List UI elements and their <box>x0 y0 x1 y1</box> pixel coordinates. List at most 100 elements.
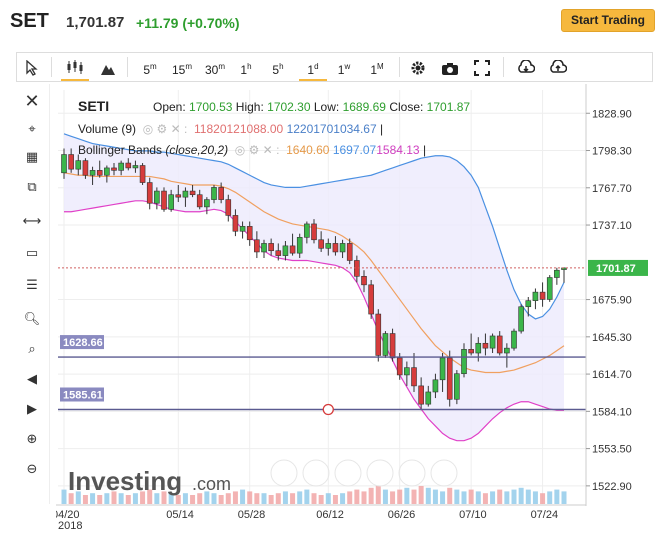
candle-body <box>418 385 424 405</box>
legend-bollinger: Bollinger Bands (close,20,2) ◎ ⚙ ✕ : 164… <box>78 143 427 157</box>
x-year-label: 2018 <box>58 520 82 532</box>
overlay-control <box>366 459 394 487</box>
volume-bar <box>132 493 138 504</box>
camera-icon[interactable] <box>439 53 461 81</box>
zoom-out-icon[interactable]: ⌕ <box>28 341 36 356</box>
candle-body <box>132 165 139 169</box>
timeframe-5m[interactable]: 5m <box>143 62 157 77</box>
horizontal-line-label: 1628.66 <box>63 337 103 349</box>
x-tick-label: 07/10 <box>459 509 487 521</box>
candlestick-icon[interactable] <box>61 53 89 81</box>
candle-body <box>482 342 489 349</box>
crosshair-icon[interactable]: ⌖ <box>28 121 36 136</box>
y-tick-label: 1645.30 <box>592 332 632 344</box>
y-tick-label: 1798.30 <box>592 146 632 158</box>
volume-bar <box>554 489 560 504</box>
candle-body <box>511 330 517 349</box>
volume-bar <box>247 491 253 504</box>
timeframe-1h[interactable]: 1h <box>240 62 252 77</box>
volume-bar <box>190 495 196 504</box>
volume-bar <box>254 493 260 504</box>
volume-bar <box>261 493 267 504</box>
upload-cloud-icon[interactable] <box>547 53 569 81</box>
volume-bar <box>561 491 567 504</box>
volume-bar <box>425 487 431 504</box>
candle-body <box>61 154 67 174</box>
fibonacci-icon[interactable]: ☰ <box>26 277 38 292</box>
chart-canvas[interactable]: 1628.66 1585.61 1828.90 1798.30 1767.70 1737.… <box>56 84 656 541</box>
candle-body <box>518 306 524 332</box>
timeframe-1M[interactable]: 1M <box>370 62 384 77</box>
legend-ohlc: Open: 1700.53 High: 1702.30 Low: 1689.69… <box>153 100 471 114</box>
trendline-icon[interactable]: ⟷ <box>22 213 42 228</box>
mountain-chart-icon[interactable] <box>97 53 119 81</box>
horizontal-line-label-bg <box>60 335 104 350</box>
fullscreen-icon[interactable] <box>471 53 493 81</box>
zoom-in-icon[interactable]: 🔍︎ <box>23 311 41 326</box>
zoom-minus-icon[interactable]: ⊖ <box>26 461 38 476</box>
candle-body <box>232 215 239 232</box>
volume-bar <box>390 491 396 504</box>
volume-bar <box>268 495 274 504</box>
volume-bar <box>382 489 388 504</box>
candle-body <box>75 160 82 170</box>
overlay-control <box>334 459 362 487</box>
volume-bar <box>375 486 381 504</box>
volume-bar <box>68 493 74 504</box>
volume-bar <box>504 491 510 504</box>
candle-body <box>139 165 146 183</box>
candle-body <box>161 190 167 210</box>
rectangle-icon[interactable]: ▭ <box>25 245 39 260</box>
volume-bar <box>347 491 353 504</box>
candle-body <box>489 335 496 349</box>
line-handle <box>322 403 334 416</box>
timeframe-1w[interactable]: 1w <box>337 62 351 77</box>
candle-body <box>375 313 382 356</box>
x-tick-label: 07/24 <box>531 509 559 521</box>
scroll-left-icon[interactable]: ◀ <box>27 371 37 386</box>
candle-body <box>68 154 74 170</box>
volume-bar <box>311 493 317 504</box>
overlay-control <box>430 459 458 487</box>
volume-bar <box>497 489 503 504</box>
copy-icon[interactable]: ⧉ <box>27 179 37 194</box>
candle-body <box>532 291 539 301</box>
volume-bar <box>397 489 403 504</box>
candle-body <box>468 349 474 354</box>
gear-icon[interactable] <box>407 53 429 81</box>
candle-body <box>318 239 324 249</box>
volume-bar <box>525 489 531 504</box>
volume-bar <box>240 489 246 504</box>
scroll-right-icon[interactable]: ▶ <box>27 401 37 416</box>
grid-cursor-icon[interactable]: ▦ <box>25 149 39 164</box>
timeframe-1d[interactable]: 1d <box>299 53 327 81</box>
y-tick-label: 1737.10 <box>592 220 632 232</box>
volume-bar <box>440 491 446 504</box>
candle-body <box>304 223 310 238</box>
x-tick-label: 04/20 <box>56 509 80 521</box>
candle-body <box>361 276 367 286</box>
cursor-icon[interactable] <box>21 53 43 81</box>
candle-body <box>204 199 210 208</box>
candle-body <box>339 243 346 253</box>
x-tick-label: 05/14 <box>166 509 194 521</box>
volume-bar <box>154 493 160 504</box>
download-cloud-icon[interactable] <box>515 53 537 81</box>
timeframe-5h[interactable]: 5h <box>272 62 284 77</box>
price-chart[interactable]: 1628.66 1585.61 1828.90 1798.30 1767.70 1737.… <box>56 84 656 541</box>
volume-bar <box>147 489 153 504</box>
candle-body <box>504 347 510 354</box>
volume-bar <box>447 487 453 504</box>
candle-body <box>396 357 403 376</box>
start-trading-button[interactable]: Start Trading <box>561 9 655 32</box>
timeframe-15m[interactable]: 15m <box>171 62 193 77</box>
volume-bar <box>340 493 346 504</box>
timeframe-30m[interactable]: 30m <box>204 62 226 77</box>
volume-bar <box>118 493 124 504</box>
close-icon[interactable]: ✕ <box>24 91 40 111</box>
volume-bar <box>104 493 110 504</box>
zoom-plus-icon[interactable]: ⊕ <box>26 431 38 446</box>
last-price: 1,701.87 <box>66 14 125 31</box>
candle-body <box>411 367 417 387</box>
candle-body <box>525 300 532 308</box>
